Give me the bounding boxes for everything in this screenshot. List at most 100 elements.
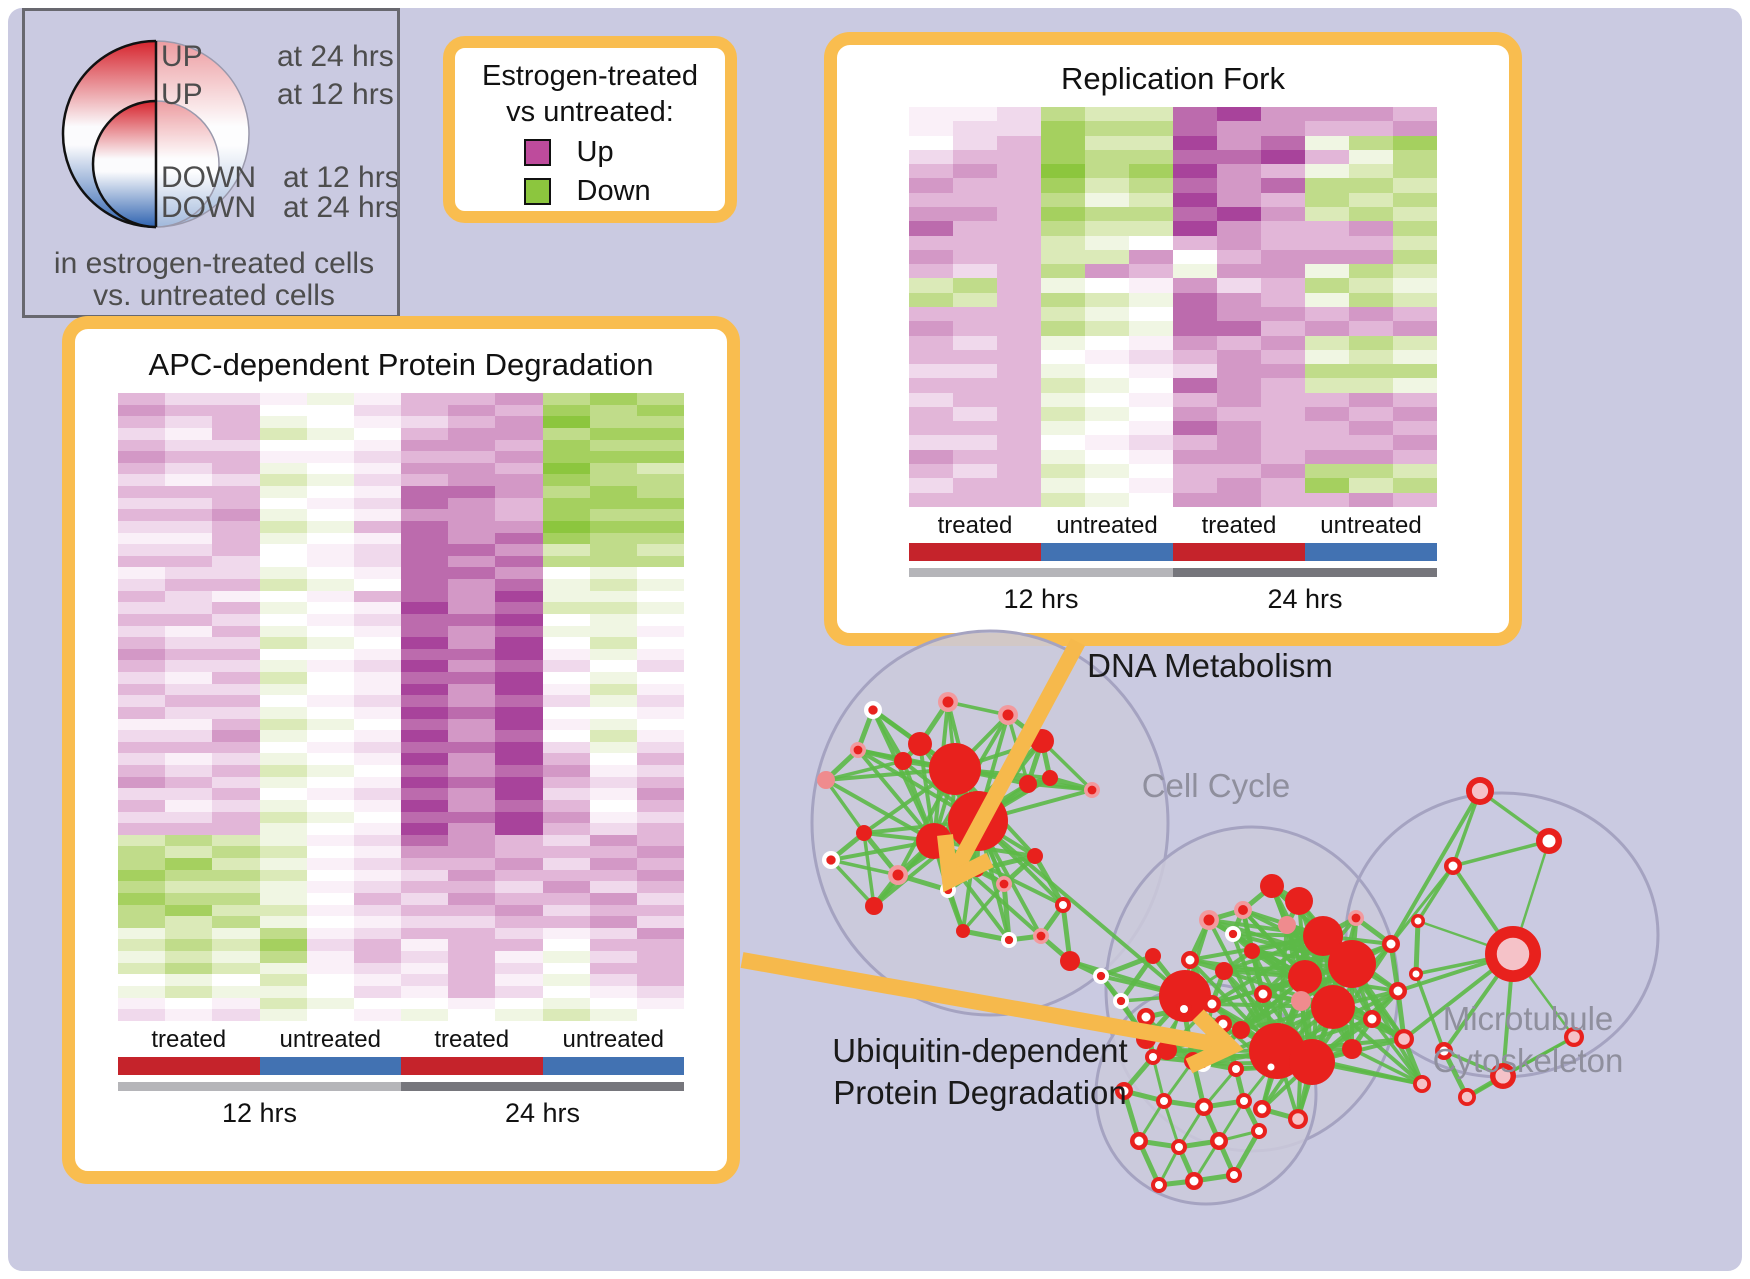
heatmap-cell: [542, 974, 590, 986]
network-node: [1485, 926, 1541, 982]
heatmap-row: [118, 555, 685, 568]
heatmap-cell: [448, 718, 496, 731]
heatmap-cell: [1305, 235, 1349, 250]
heatmap-cell: [165, 997, 213, 1010]
heatmap-cell: [1349, 206, 1393, 222]
heatmap-cell: [1129, 464, 1173, 479]
heatmap-cell: [1261, 192, 1305, 207]
heatmap-cell: [118, 869, 166, 882]
heatmap-cell: [1393, 421, 1437, 436]
network-node: [1210, 1132, 1228, 1150]
heatmap-cell: [165, 672, 213, 684]
heatmap-cell: [212, 741, 260, 754]
heatmap-cell: [401, 904, 449, 917]
heatmap-cell: [1085, 178, 1129, 193]
network-node: [1278, 916, 1296, 934]
heatmap-cell: [1129, 449, 1173, 465]
heatmap-cell: [542, 532, 590, 545]
heatmap-cell: [1261, 278, 1305, 293]
heatmap-cell: [118, 555, 166, 568]
heatmap-cell: [165, 799, 213, 812]
heatmap-cell: [495, 544, 543, 556]
heatmap-cell: [589, 404, 637, 417]
heatmap-cell: [259, 718, 307, 731]
heatmap-cell: [1305, 149, 1349, 165]
apc-panel-title: APC-dependent Protein Degradation: [148, 347, 654, 382]
heatmap-cell: [589, 939, 637, 951]
heatmap-cell: [589, 695, 637, 707]
heatmap-cell: [542, 951, 590, 963]
heatmap-cell: [495, 451, 543, 463]
heatmap-cell: [542, 858, 590, 870]
network-node: [1285, 887, 1313, 915]
network-node: [822, 851, 840, 869]
heatmap-cell: [118, 962, 166, 975]
heatmap-cell: [589, 730, 637, 742]
heatmap-row: [909, 421, 1437, 436]
heatmap-cell: [636, 393, 685, 405]
heatmap-cell: [353, 927, 402, 940]
heatmap-row: [118, 741, 685, 754]
heatmap-cell: [636, 1009, 685, 1021]
heatmap-cell: [353, 706, 402, 719]
network-node: [1444, 857, 1462, 875]
heatmap-cell: [259, 846, 307, 858]
heatmap-cell: [1261, 406, 1305, 422]
heatmap-cell: [306, 451, 354, 463]
heatmap-cell: [448, 637, 496, 649]
heatmap-cell: [118, 776, 166, 789]
heatmap-cell: [1349, 192, 1393, 207]
heatmap-cell: [448, 765, 496, 777]
heatmap-row: [118, 892, 685, 905]
heatmap-cell: [589, 532, 637, 545]
heatmap-cell: [542, 892, 590, 905]
heatmap-cell: [953, 392, 997, 407]
heatmap-cell: [1393, 206, 1437, 222]
heatmap-cell: [212, 637, 260, 649]
heatmap-cell: [1305, 292, 1349, 307]
heatmap-cell: [448, 951, 496, 963]
heatmap-row: [118, 683, 685, 696]
network-node: [1348, 910, 1364, 926]
heatmap-row: [118, 765, 685, 777]
heatmap-row: [118, 486, 685, 498]
heatmap-cell: [401, 939, 449, 951]
heatmap-cell: [448, 974, 496, 986]
heatmap-cell: [542, 462, 590, 475]
heatmap-row: [118, 672, 685, 684]
heatmap-cell: [1349, 178, 1393, 193]
heatmap-cell: [259, 520, 307, 533]
heatmap-cell: [353, 823, 402, 835]
heatmap-cell: [212, 672, 260, 684]
heatmap-row: [118, 544, 685, 556]
network-node: [1411, 914, 1425, 928]
cluster-label-mt-1: Cytoskeleton: [1433, 1042, 1624, 1079]
heatmap-cell: [589, 834, 637, 847]
heatmap-cell: [542, 486, 590, 498]
heatmap-cell: [589, 951, 637, 963]
heatmap-cell: [401, 625, 449, 638]
heatmap-cell: [1217, 449, 1261, 465]
legend-down-24-time: at 24 hrs: [283, 191, 397, 224]
heatmap-cell: [1173, 464, 1217, 479]
heatmap-cell: [495, 660, 543, 672]
heatmap-cell: [306, 613, 354, 626]
heatmap-cell: [448, 776, 496, 789]
heatmap-cell: [953, 421, 997, 436]
heatmap-cell: [1085, 164, 1129, 179]
circle-legend-box: UP at 24 hrs UP at 12 hrs DOWN at 12 hrs…: [22, 8, 400, 318]
heatmap-cell: [1393, 264, 1437, 279]
heatmap-cell: [118, 695, 166, 707]
network-node: [1490, 1063, 1516, 1089]
heatmap-cell: [636, 590, 685, 603]
heatmap-cell: [165, 648, 213, 661]
heatmap-cell: [1305, 478, 1349, 493]
heatmap-row: [118, 951, 685, 963]
heatmap-cell: [118, 486, 166, 498]
heatmap-cell: [953, 349, 997, 365]
heatmap-cell: [1085, 221, 1129, 236]
network-node: [1254, 985, 1272, 1003]
heatmap-cell: [448, 683, 496, 696]
heatmap-cell: [997, 306, 1041, 322]
heatmap-cell: [448, 799, 496, 812]
